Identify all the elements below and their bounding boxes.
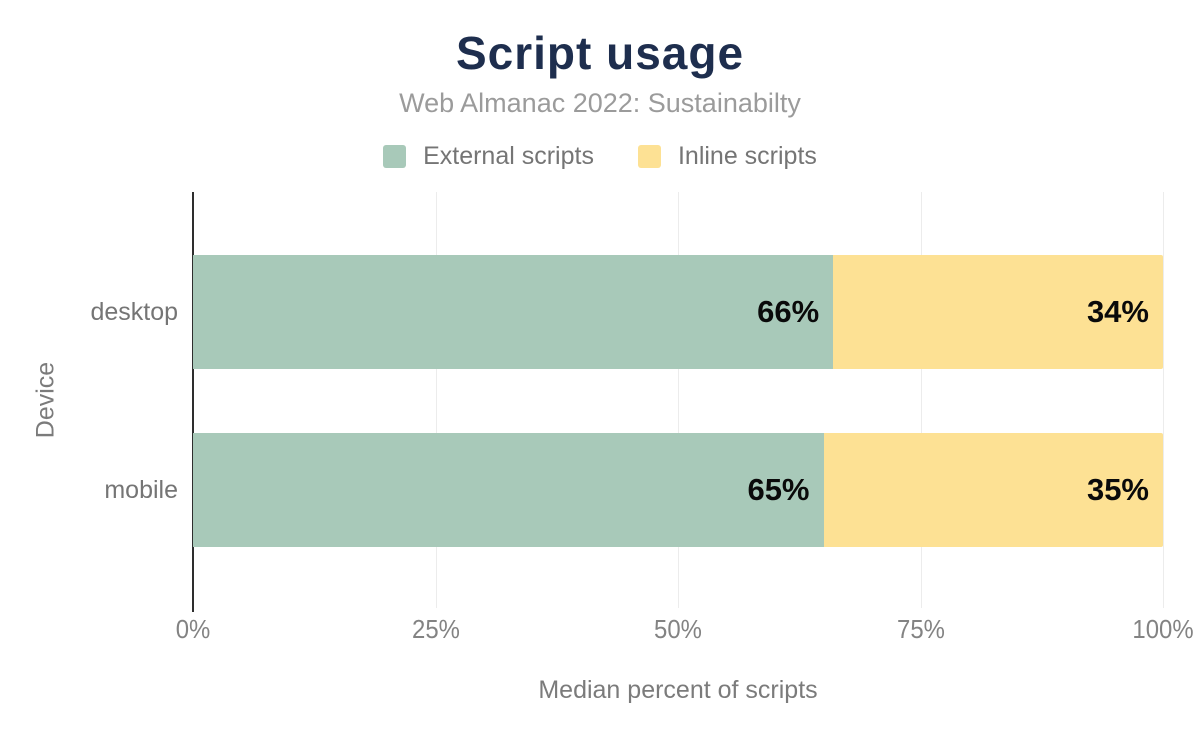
plot-area: 66% 34% 65% 35% bbox=[192, 192, 1164, 612]
x-axis-title: Median percent of scripts bbox=[538, 676, 818, 704]
x-tick-25: 25% bbox=[411, 614, 460, 644]
chart-legend: External scripts Inline scripts bbox=[0, 142, 1200, 171]
data-label: 35% bbox=[1086, 472, 1149, 507]
legend-label: Inline scripts bbox=[677, 142, 817, 170]
gridline-75 bbox=[920, 192, 922, 608]
legend-label: External scripts bbox=[423, 142, 594, 170]
chart-title: Script usage bbox=[455, 27, 745, 79]
data-label: 65% bbox=[747, 472, 810, 507]
bar-segment-mobile-inline: 35% bbox=[823, 433, 1163, 547]
x-tick-50: 50% bbox=[654, 614, 702, 644]
category-label-mobile: mobile bbox=[104, 475, 178, 504]
bar-row-desktop: 66% 34% bbox=[193, 255, 1163, 369]
x-axis-ticks: 0% 25% 50% 75% 100% bbox=[176, 614, 1194, 644]
legend-item-external-scripts: External scripts bbox=[383, 142, 594, 171]
y-axis-spine bbox=[192, 192, 194, 612]
legend-swatch-inline-scripts bbox=[637, 145, 661, 168]
bar-segment-desktop-inline: 34% bbox=[833, 255, 1163, 369]
legend-swatch-external-scripts bbox=[383, 145, 407, 168]
bar-segment-desktop-external: 66% bbox=[193, 255, 834, 369]
category-label-desktop: desktop bbox=[90, 297, 178, 326]
y-axis-title: Device bbox=[31, 361, 60, 439]
legend-item-inline-scripts: Inline scripts bbox=[637, 142, 817, 171]
gridline-50 bbox=[678, 192, 679, 608]
x-tick-0: 0% bbox=[175, 614, 211, 644]
data-label: 34% bbox=[1086, 294, 1149, 329]
data-label: 66% bbox=[757, 294, 820, 329]
x-tick-75: 75% bbox=[896, 614, 945, 644]
chart-subtitle: Web Almanac 2022: Sustainabilty bbox=[399, 88, 801, 118]
x-tick-100: 100% bbox=[1132, 614, 1194, 644]
gridline-25 bbox=[435, 192, 437, 608]
bar-row-mobile: 65% 35% bbox=[193, 433, 1163, 547]
gridline-100 bbox=[1163, 192, 1164, 608]
bar-segment-mobile-external: 65% bbox=[193, 433, 824, 547]
